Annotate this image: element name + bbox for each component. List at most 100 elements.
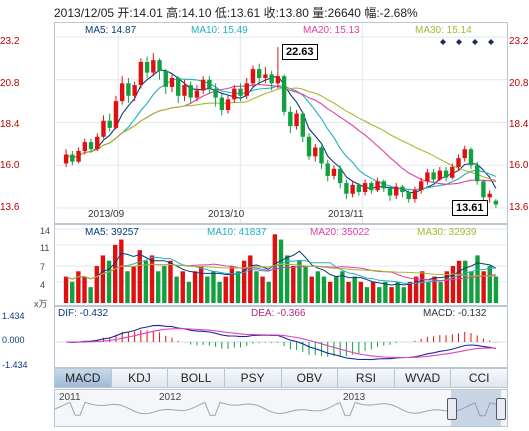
nav-year-2013: 2013	[343, 392, 366, 403]
candle-down	[219, 97, 225, 111]
volume-bar-down	[315, 271, 321, 303]
candle-down	[176, 77, 181, 96]
volume-bar-up	[198, 266, 204, 303]
candle-down	[344, 183, 349, 194]
candle-down	[107, 120, 112, 128]
candle-down	[381, 181, 386, 189]
candle-up	[412, 190, 418, 200]
price-chart	[55, 23, 507, 223]
volume-bar-down	[217, 281, 222, 303]
diamond-marker-icon	[440, 39, 446, 45]
volume-bar-down	[377, 287, 382, 303]
slider-handle-left-icon[interactable]	[447, 398, 457, 420]
time-navigator[interactable]: 2011 2012 2013	[54, 389, 508, 427]
volume-ma10-line	[65, 256, 496, 284]
volume-bar-up	[450, 266, 456, 303]
tab-wvad[interactable]: WVAD	[394, 368, 452, 388]
candle-up	[437, 170, 443, 180]
volume-bar-down	[463, 260, 468, 303]
volume-bar-down	[155, 271, 161, 303]
price-ytick-right-1: 20.8	[509, 78, 529, 89]
candle-down	[475, 165, 480, 182]
volume-bar-down	[162, 266, 167, 303]
price-panel: MA5: 14.87 MA10: 15.49 MA20: 15.13 MA30:…	[54, 22, 508, 224]
tab-rsi[interactable]: RSI	[338, 368, 395, 388]
price-ytick-right-3: 16.0	[509, 160, 529, 171]
macd-dea-line	[66, 328, 496, 359]
volume-bar-down	[125, 271, 130, 303]
candle-up	[462, 149, 467, 159]
candle-up	[263, 74, 268, 78]
vol-ma10-label: MA10: 41837	[207, 227, 267, 238]
volume-bar-up	[432, 276, 437, 303]
macd-panel: DIF: -0.432 DEA: -0.366 MACD: -0.132	[54, 306, 508, 368]
candle-down	[468, 149, 474, 166]
volume-bar-up	[149, 255, 155, 303]
volume-bar-down	[395, 281, 400, 303]
tab-kdj[interactable]: KDJ	[111, 368, 169, 388]
macd-dif-line	[66, 324, 497, 361]
ma20-line	[65, 83, 496, 185]
tab-cci[interactable]: CCI	[451, 368, 508, 388]
candle-up	[450, 167, 455, 178]
candle-up	[101, 120, 106, 137]
volume-bar-up	[119, 239, 124, 303]
volume-bar-up	[192, 271, 198, 303]
price-ma10-label: MA10: 15.49	[191, 25, 248, 36]
volume-bar-up	[481, 271, 486, 303]
volume-bar-down	[426, 281, 431, 303]
slider-handle-right-icon[interactable]	[496, 398, 506, 420]
candle-up	[119, 83, 125, 102]
candle-up	[250, 69, 256, 84]
quote-date: 2013/12/05	[54, 6, 115, 20]
candle-up	[418, 181, 424, 191]
volume-bar-up	[82, 276, 87, 303]
date-label-sep: 2013/09	[88, 209, 125, 220]
candle-down	[207, 79, 212, 89]
volume-chart	[55, 228, 507, 303]
tab-obv[interactable]: OBV	[281, 368, 339, 388]
candle-down	[319, 147, 324, 164]
candle-down	[481, 181, 486, 198]
candle-down	[144, 61, 150, 73]
candle-down	[188, 85, 193, 98]
candle-down	[493, 200, 499, 205]
nav-selection-window[interactable]	[451, 390, 501, 426]
tab-macd[interactable]: MACD	[54, 368, 112, 388]
candle-down	[337, 168, 343, 184]
ma30-line	[65, 87, 497, 181]
volume-bar-up	[76, 271, 81, 303]
date-label-oct: 2013/10	[208, 209, 245, 220]
candle-down	[431, 172, 436, 180]
volume-bar-down	[186, 281, 192, 303]
candle-up	[194, 90, 200, 98]
volume-bar-down	[205, 276, 210, 303]
macd-ytick-1: 0.000	[2, 335, 25, 345]
volume-bar-down	[475, 255, 480, 303]
volume-bar-down	[340, 271, 345, 303]
volume-bar-down	[364, 287, 370, 303]
volume-bar-down	[235, 271, 241, 303]
volume-bar-up	[420, 271, 425, 303]
quote-low: 低:13.61	[214, 6, 261, 20]
price-ytick-left-1: 20.8	[0, 78, 20, 89]
candle-down	[126, 83, 131, 96]
volume-bar-down	[174, 276, 179, 303]
tab-psy[interactable]: PSY	[224, 368, 282, 388]
candle-down	[163, 70, 168, 87]
vol-ytick-0: 14	[40, 226, 51, 236]
price-ytick-left-3: 16.0	[0, 160, 20, 171]
volume-bar-up	[407, 281, 413, 303]
volume-bar-down	[106, 260, 112, 303]
candle-down	[288, 111, 293, 127]
candle-up	[294, 113, 299, 127]
price-ma5-label: MA5: 14.87	[85, 25, 137, 36]
price-ytick-right-2: 18.4	[509, 119, 529, 130]
volume-bar-down	[70, 281, 75, 303]
candle-down	[356, 184, 362, 192]
tab-boll[interactable]: BOLL	[168, 368, 225, 388]
vol-unit-label: x万	[34, 299, 48, 309]
date-label-nov: 2013/11	[328, 209, 364, 220]
indicator-tabs: MACD KDJ BOLL PSY OBV RSI WVAD CCI	[54, 368, 508, 388]
volume-bar-down	[493, 276, 499, 303]
